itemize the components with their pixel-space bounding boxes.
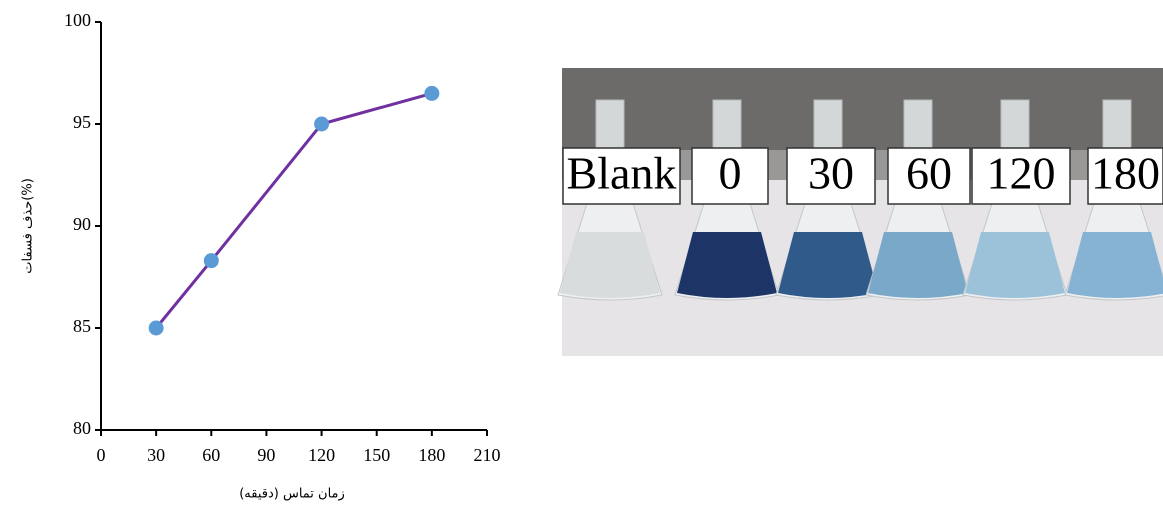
flask-liquid	[868, 232, 968, 298]
flask-photo: Blank 0 30 60 120 180	[557, 68, 1163, 356]
y-axis-label: حذف فسفات(%)	[21, 178, 36, 274]
label-card	[562, 147, 681, 205]
flask-liquid	[677, 232, 777, 298]
x-tick-label: 90	[257, 445, 275, 465]
x-tick-label: 60	[202, 445, 220, 465]
label-card	[971, 147, 1071, 205]
data-point	[203, 253, 219, 269]
flask-liquid	[1067, 232, 1163, 298]
y-tick-label: 85	[73, 316, 91, 336]
flask-liquid	[560, 232, 660, 298]
y-tick-label: 80	[73, 418, 91, 438]
x-tick-label: 0	[97, 445, 106, 465]
photo-label: 30	[808, 148, 854, 199]
x-tick-label: 210	[474, 445, 501, 465]
photo-label: 0	[719, 148, 742, 199]
y-tick-label: 90	[73, 214, 91, 234]
photo-label: 120	[987, 148, 1056, 199]
label-card	[786, 147, 876, 205]
photo-label: Blank	[567, 148, 677, 199]
y-tick-label: 95	[73, 112, 91, 132]
photo-label: 60	[906, 148, 952, 199]
photo-wall	[562, 68, 1163, 158]
y-tick-label: 100	[64, 10, 91, 30]
x-axis-label: زمان تماس (دقیقه)	[239, 487, 345, 502]
data-point	[424, 85, 440, 101]
x-tick-label: 30	[147, 445, 165, 465]
label-card	[1087, 147, 1163, 205]
label-card	[887, 147, 971, 205]
x-tick-label: 150	[363, 445, 390, 465]
data-point	[148, 320, 164, 336]
flask-liquid	[778, 232, 878, 298]
data-point	[314, 116, 330, 132]
x-tick-label: 180	[418, 445, 445, 465]
data-line	[154, 91, 433, 329]
label-card	[691, 147, 769, 205]
flask-liquid	[965, 232, 1065, 298]
photo-label: 180	[1091, 148, 1160, 199]
x-tick-label: 120	[308, 445, 335, 465]
